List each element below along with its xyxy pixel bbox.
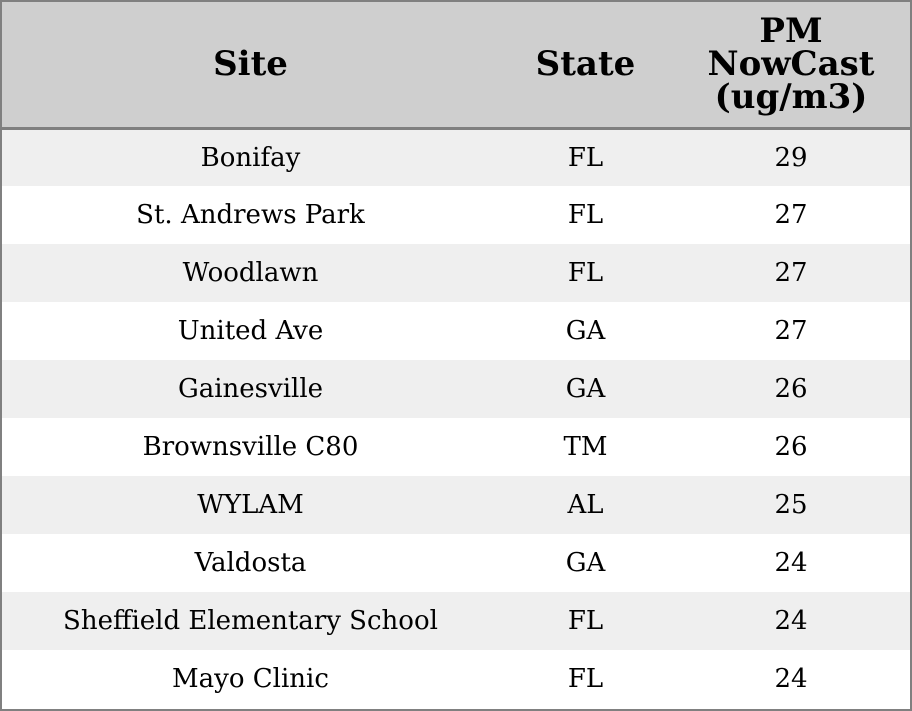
cell-pm: 24 — [774, 664, 808, 694]
table-row: Valdosta GA 24 — [2, 534, 910, 592]
table-row: United Ave GA 27 — [2, 302, 910, 360]
cell-state: GA — [565, 374, 606, 404]
cell-pm: 29 — [774, 142, 808, 173]
table-body: Bonifay FL 29 St. Andrews Park FL 27 Woodlawn F… — [2, 128, 910, 708]
cell-site: Mayo Clinic — [172, 664, 329, 694]
cell-site: Valdosta — [194, 548, 307, 578]
cell-state: FL — [567, 606, 604, 636]
table-row: Brownsville C80 TM 26 — [2, 418, 910, 476]
cell-site: United Ave — [177, 316, 324, 346]
table-row: Bonifay FL 29 — [2, 128, 910, 186]
cell-state: AL — [567, 490, 604, 520]
cell-state: TM — [563, 432, 608, 462]
table-row: WYLAM AL 25 — [2, 476, 910, 534]
cell-state: GA — [565, 316, 606, 346]
cell-site: St. Andrews Park — [136, 200, 365, 230]
header-pm-line-2: NowCast — [707, 43, 875, 84]
cell-pm: 27 — [774, 316, 808, 346]
table-row: Gainesville GA 26 — [2, 360, 910, 418]
cell-state: FL — [567, 142, 604, 173]
header-state-line: State — [535, 43, 636, 84]
cell-site: Bonifay — [200, 142, 301, 173]
header-site-line: Site — [213, 43, 288, 84]
cell-pm: 26 — [774, 432, 808, 462]
table-row: Mayo Clinic FL 24 — [2, 650, 910, 708]
header-state: State — [499, 2, 672, 130]
cell-pm: 24 — [774, 606, 808, 636]
cell-pm: 26 — [774, 374, 808, 404]
cell-pm: 25 — [774, 490, 808, 520]
cell-site: Brownsville C80 — [142, 432, 359, 462]
cell-state: GA — [565, 548, 606, 578]
table-row: Sheffield Elementary School FL 24 — [2, 592, 910, 650]
cell-state: FL — [567, 200, 604, 230]
cell-state: FL — [567, 664, 604, 694]
table-row: Woodlawn FL 27 — [2, 244, 910, 302]
table-header: Site State PM NowCast (ug/m3) — [2, 2, 910, 130]
cell-state: FL — [567, 258, 604, 288]
cell-site: Gainesville — [177, 374, 324, 404]
cell-site: Sheffield Elementary School — [63, 606, 438, 636]
cell-pm: 27 — [774, 258, 808, 288]
cell-pm: 24 — [774, 548, 808, 578]
header-site: Site — [2, 2, 499, 130]
header-row: Site State PM NowCast (ug/m3) — [2, 2, 910, 130]
cell-pm: 27 — [774, 200, 808, 230]
table-row: St. Andrews Park FL 27 — [2, 186, 910, 244]
header-pm-nowcast: PM NowCast (ug/m3) — [672, 2, 910, 130]
cell-site: Woodlawn — [182, 258, 319, 288]
cell-site: WYLAM — [197, 490, 304, 520]
header-pm-line-3: (ug/m3) — [714, 76, 868, 117]
header-pm-line-1: PM — [759, 10, 823, 51]
